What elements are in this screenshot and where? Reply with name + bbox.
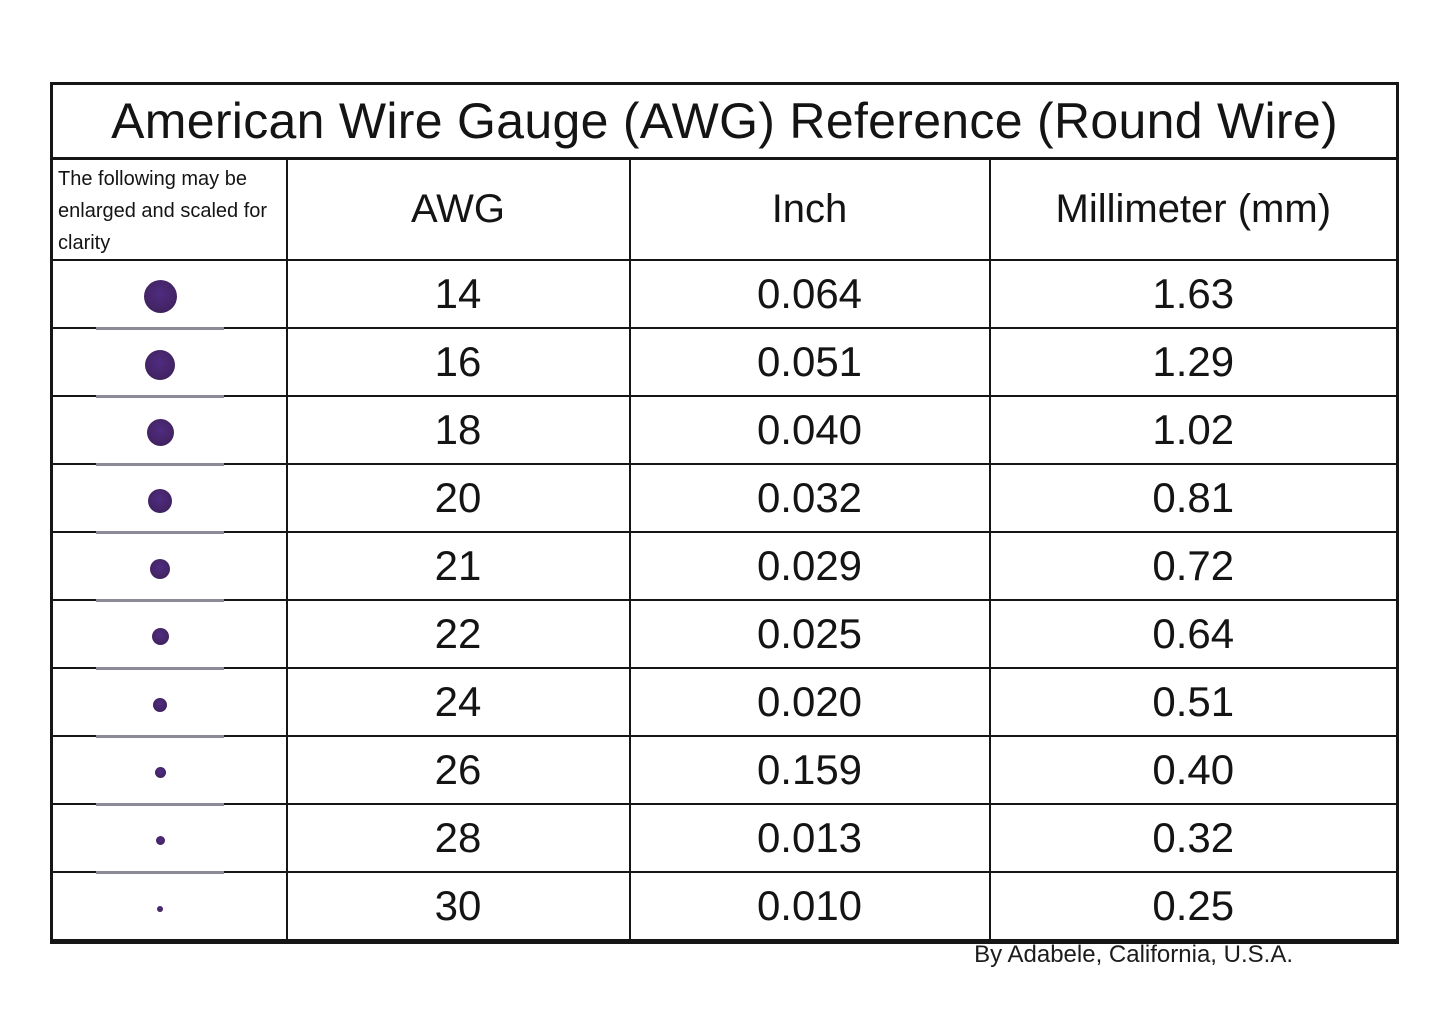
inch-value: 0.013 [628, 803, 991, 873]
awg-value: 21 [285, 531, 631, 601]
wire-dot-cell [50, 667, 288, 738]
wire-size-dot-icon [153, 697, 168, 712]
table-title: American Wire Gauge (AWG) Reference (Rou… [50, 82, 1399, 160]
awg-value: 18 [285, 395, 631, 465]
wire-size-dot-icon [146, 419, 174, 447]
inch-value: 0.010 [628, 871, 991, 943]
mm-value: 0.40 [988, 735, 1399, 805]
wire-size-dot-icon [155, 836, 165, 846]
table-row: 21 0.029 0.72 [50, 531, 1399, 602]
inch-value: 0.020 [628, 667, 991, 737]
wire-size-dot-icon [143, 280, 177, 314]
wire-dot-cell [50, 531, 288, 602]
awg-reference-table: American Wire Gauge (AWG) Reference (Rou… [50, 82, 1400, 944]
wire-size-dot-icon [145, 349, 176, 380]
dot-underline [96, 530, 225, 534]
table-row: 24 0.020 0.51 [50, 667, 1399, 738]
awg-value: 14 [285, 259, 631, 329]
dot-underline [96, 598, 225, 602]
wire-size-dot-icon [148, 488, 173, 513]
dot-underline [96, 802, 225, 806]
wire-dot-cell [50, 395, 288, 466]
wire-dot-cell [50, 735, 288, 806]
inch-value: 0.159 [628, 735, 991, 805]
table-row: 22 0.025 0.64 [50, 599, 1399, 670]
awg-value: 30 [285, 871, 631, 943]
awg-value: 28 [285, 803, 631, 873]
table-body: 14 0.064 1.63 16 0.051 1.29 18 0.040 1.0… [50, 259, 1399, 943]
wire-dot-cell [50, 803, 288, 874]
inch-value: 0.064 [628, 259, 991, 329]
mm-value: 1.02 [988, 395, 1399, 465]
mm-value: 0.72 [988, 531, 1399, 601]
table-row: 28 0.013 0.32 [50, 803, 1399, 874]
table-row: 14 0.064 1.63 [50, 259, 1399, 330]
col-header-inch: Inch [628, 157, 991, 261]
wire-dot-cell [50, 259, 288, 330]
dot-underline [96, 462, 225, 466]
wire-dot-cell [50, 463, 288, 534]
dot-underline [96, 666, 225, 670]
wire-dot-cell [50, 599, 288, 670]
awg-value: 20 [285, 463, 631, 533]
wire-dot-cell [50, 871, 288, 943]
table-row: 18 0.040 1.02 [50, 395, 1399, 466]
awg-value: 22 [285, 599, 631, 669]
mm-value: 1.29 [988, 327, 1399, 397]
mm-value: 0.81 [988, 463, 1399, 533]
dot-underline [96, 870, 225, 874]
inch-value: 0.029 [628, 531, 991, 601]
wire-size-dot-icon [150, 558, 171, 579]
table-row: 30 0.010 0.25 [50, 871, 1399, 943]
wire-dot-cell [50, 327, 288, 398]
note-header: The following may be enlarged and scaled… [50, 157, 288, 261]
dot-underline [96, 394, 225, 398]
inch-value: 0.032 [628, 463, 991, 533]
table-head: American Wire Gauge (AWG) Reference (Rou… [50, 82, 1399, 261]
inch-value: 0.025 [628, 599, 991, 669]
col-header-awg: AWG [285, 157, 631, 261]
title-row: American Wire Gauge (AWG) Reference (Rou… [50, 82, 1399, 160]
table-row: 26 0.159 0.40 [50, 735, 1399, 806]
inch-value: 0.051 [628, 327, 991, 397]
column-header-row: The following may be enlarged and scaled… [50, 157, 1399, 261]
wire-size-dot-icon [157, 905, 164, 912]
inch-value: 0.040 [628, 395, 991, 465]
col-header-millimeter: Millimeter (mm) [988, 157, 1399, 261]
awg-value: 16 [285, 327, 631, 397]
attribution: By Adabele, California, U.S.A. [974, 941, 1293, 968]
table-row: 16 0.051 1.29 [50, 327, 1399, 398]
awg-value: 26 [285, 735, 631, 805]
wire-size-dot-icon [151, 628, 169, 646]
dot-underline [96, 734, 225, 738]
mm-value: 0.64 [988, 599, 1399, 669]
mm-value: 0.51 [988, 667, 1399, 737]
mm-value: 0.25 [988, 871, 1399, 943]
table-row: 20 0.032 0.81 [50, 463, 1399, 534]
wire-size-dot-icon [154, 767, 166, 779]
dot-underline [96, 326, 225, 330]
awg-value: 24 [285, 667, 631, 737]
mm-value: 1.63 [988, 259, 1399, 329]
mm-value: 0.32 [988, 803, 1399, 873]
